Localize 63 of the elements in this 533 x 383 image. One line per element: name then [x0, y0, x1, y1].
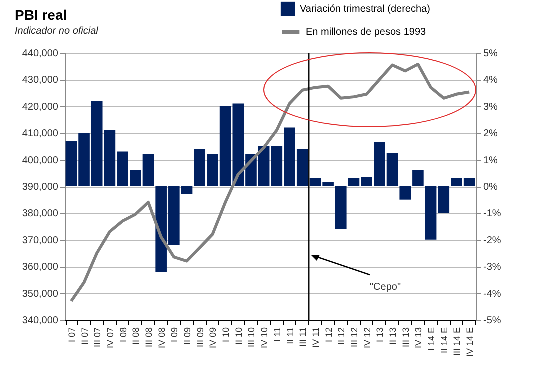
- x-tick-label: I 09: [170, 328, 180, 343]
- chart-title: PBI real: [15, 7, 68, 23]
- x-tick-label: III 12: [349, 328, 360, 348]
- y-tick-label: 370,000: [22, 235, 59, 246]
- y2-tick-label: 5%: [484, 48, 498, 60]
- x-tick-label: IV 14 E: [465, 328, 476, 358]
- x-tick-label: IV 13: [414, 328, 424, 349]
- y-tick-label: 410,000: [22, 128, 59, 140]
- x-tick-label: II 09: [182, 328, 193, 346]
- x-tick-label: II 12: [336, 328, 347, 346]
- x-tick-label: IV 07: [105, 328, 116, 349]
- bar: [400, 186, 412, 200]
- x-tick-label: I 12: [324, 328, 334, 343]
- line-series: [70, 62, 472, 303]
- x-tick-label: III 07: [92, 328, 103, 348]
- y-tick-label: 440,000: [22, 48, 59, 60]
- x-tick-label: II 13: [388, 328, 398, 346]
- y-tick-label: 340,000: [22, 316, 59, 326]
- y2-tick-label: 2%: [484, 128, 498, 140]
- legend-label: En millones de pesos 1993: [306, 27, 427, 38]
- x-tick-label: I 08: [118, 328, 128, 343]
- bar: [412, 170, 424, 186]
- x-tick-label: I 14 E: [426, 328, 437, 352]
- x-tick-label: III 09: [195, 328, 206, 348]
- x-tick-label: IV 09: [208, 328, 218, 349]
- y2-tick-label: -4%: [484, 288, 502, 300]
- y2-tick-label: 4%: [484, 75, 498, 86]
- x-tick-label: II 07: [80, 328, 90, 346]
- y-tick-label: 430,000: [22, 75, 59, 86]
- y2-tick-label: -2%: [484, 235, 502, 246]
- x-tick-label: IV 08: [156, 328, 167, 349]
- y-tick-label: 400,000: [22, 155, 59, 166]
- bar: [335, 186, 347, 230]
- annotation: "Cepo": [370, 282, 402, 293]
- y2-tick-label: 3%: [484, 102, 498, 113]
- y2-tick-label: -3%: [484, 262, 502, 274]
- x-tick-label: III 08: [144, 328, 154, 348]
- x-tick-label: IV 11: [310, 328, 321, 348]
- x-tick-label: IV 10: [260, 328, 270, 349]
- x-tick-label: IV 12: [362, 328, 372, 349]
- x-tick-label: III 13: [400, 328, 411, 348]
- y2-tick-label: 1%: [484, 155, 498, 166]
- x-tick-label: I 13: [375, 328, 386, 343]
- x-tick-label: II 14 E: [439, 328, 450, 354]
- x-tick-label: I 11: [272, 328, 282, 342]
- x-tick-label: III 11: [298, 328, 308, 347]
- y-tick-label: 350,000: [22, 288, 59, 300]
- x-tick-label: II 08: [131, 328, 142, 346]
- x-tick-label: II 10: [234, 328, 244, 346]
- y-tick-label: 390,000: [22, 182, 59, 193]
- chart-subtitle: Indicador no oficial: [15, 26, 100, 37]
- legend-label: Variación trimestral (derecha): [300, 4, 430, 15]
- x-tick-label: I 10: [221, 328, 232, 343]
- y2-tick-label: -1%: [484, 208, 502, 220]
- x-tick-label: III 14 E: [452, 328, 462, 356]
- x-tick-label: II 11: [285, 328, 296, 344]
- y-tick-label: 420,000: [22, 102, 59, 113]
- y-tick-label: 360,000: [22, 262, 59, 274]
- x-tick-label: III 10: [246, 328, 257, 348]
- y2-tick-label: -5%: [484, 316, 502, 326]
- x-tick-label: I 07: [66, 328, 77, 343]
- y2-tick-label: 0%: [484, 182, 498, 193]
- y-tick-label: 380,000: [22, 208, 59, 220]
